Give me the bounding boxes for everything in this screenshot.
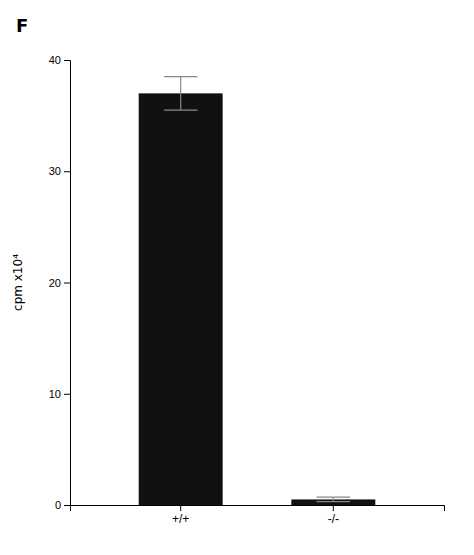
chart: 0 10 20 30 40 +/+ -/- cpm x10⁴ F [0, 0, 474, 555]
y-tick-label: 0 [55, 499, 61, 511]
error-bar-cap [317, 501, 351, 502]
y-tick-label: 20 [49, 277, 61, 289]
title: F [16, 15, 28, 36]
y-tick-mark [64, 505, 70, 506]
y-tick: 0 [55, 499, 70, 511]
x-tick: +/+ [172, 505, 189, 526]
y-tick-label: 40 [49, 54, 61, 66]
y-tick: 30 [49, 165, 70, 177]
error-bar [317, 497, 351, 501]
error-bar [164, 77, 198, 110]
y-tick: 10 [49, 388, 70, 400]
error-bar-stem [333, 497, 334, 501]
x-tick-label: -/- [328, 512, 339, 526]
y-tick: 40 [49, 54, 70, 66]
y-tick: 20 [49, 277, 70, 289]
error-bar-cap [164, 76, 198, 77]
bar [139, 93, 223, 505]
x-tick: -/- [328, 505, 339, 526]
x-tick-mark [333, 505, 334, 511]
y-tick-label: 30 [49, 165, 61, 177]
y-axis: 0 10 20 30 40 [49, 54, 71, 511]
x-tick-label: +/+ [172, 512, 189, 526]
error-bar-cap [164, 109, 198, 110]
y-tick-mark [64, 60, 70, 61]
error-bar-cap [317, 497, 351, 498]
plot-area: 0 10 20 30 40 +/+ -/- [49, 54, 445, 526]
x-tick-mark [180, 505, 181, 511]
y-tick-mark [64, 171, 70, 172]
y-tick-mark [64, 283, 70, 284]
x-axis: +/+ -/- [71, 505, 445, 526]
y-axis-label: cpm x10⁴ [11, 254, 25, 311]
x-axis-line [71, 506, 445, 512]
y-axis-line [64, 61, 71, 506]
bars [139, 77, 376, 505]
error-bar-stem [180, 77, 181, 110]
y-tick-mark [64, 394, 70, 395]
y-tick-label: 10 [49, 388, 61, 400]
